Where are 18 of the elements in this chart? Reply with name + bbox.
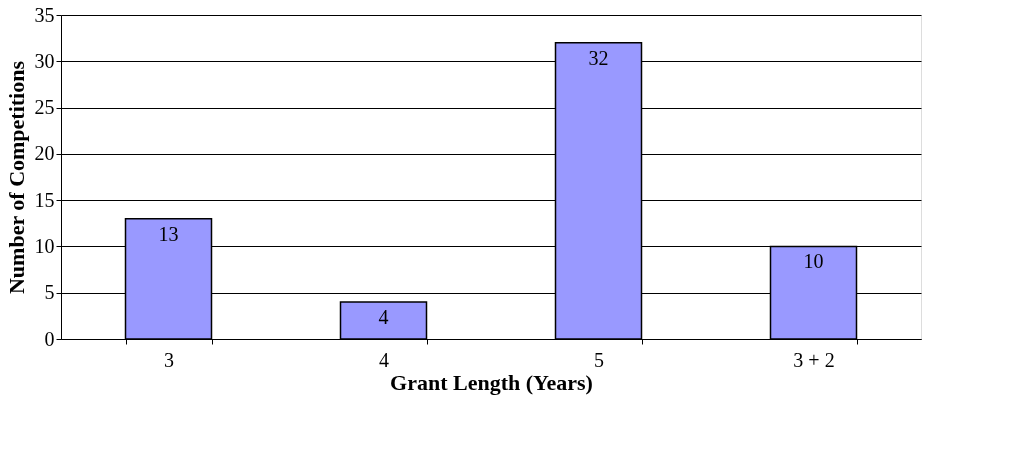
y-tick-label: 0 — [44, 327, 55, 350]
y-axis-title: Number of Competitions — [3, 60, 29, 295]
y-tick-label: 15 — [34, 188, 55, 211]
data-label: 13 — [158, 222, 179, 245]
data-label: 4 — [378, 305, 389, 328]
data-label: 32 — [588, 46, 609, 69]
y-tick-label: 20 — [34, 142, 55, 165]
x-tick-label: 3 + 2 — [793, 348, 835, 371]
x-tick-label: 4 — [379, 348, 389, 371]
x-tick-label: 5 — [594, 348, 604, 371]
y-tick-label: 5 — [44, 281, 55, 304]
data-label: 10 — [803, 250, 824, 273]
y-tick-label: 30 — [34, 49, 55, 72]
x-axis-title: Grant Length (Years) — [390, 369, 593, 395]
y-tick-label: 35 — [34, 3, 55, 26]
y-tick-label: 25 — [34, 96, 55, 119]
y-tick-label: 10 — [34, 234, 55, 257]
x-tick-label: 3 — [164, 348, 174, 371]
